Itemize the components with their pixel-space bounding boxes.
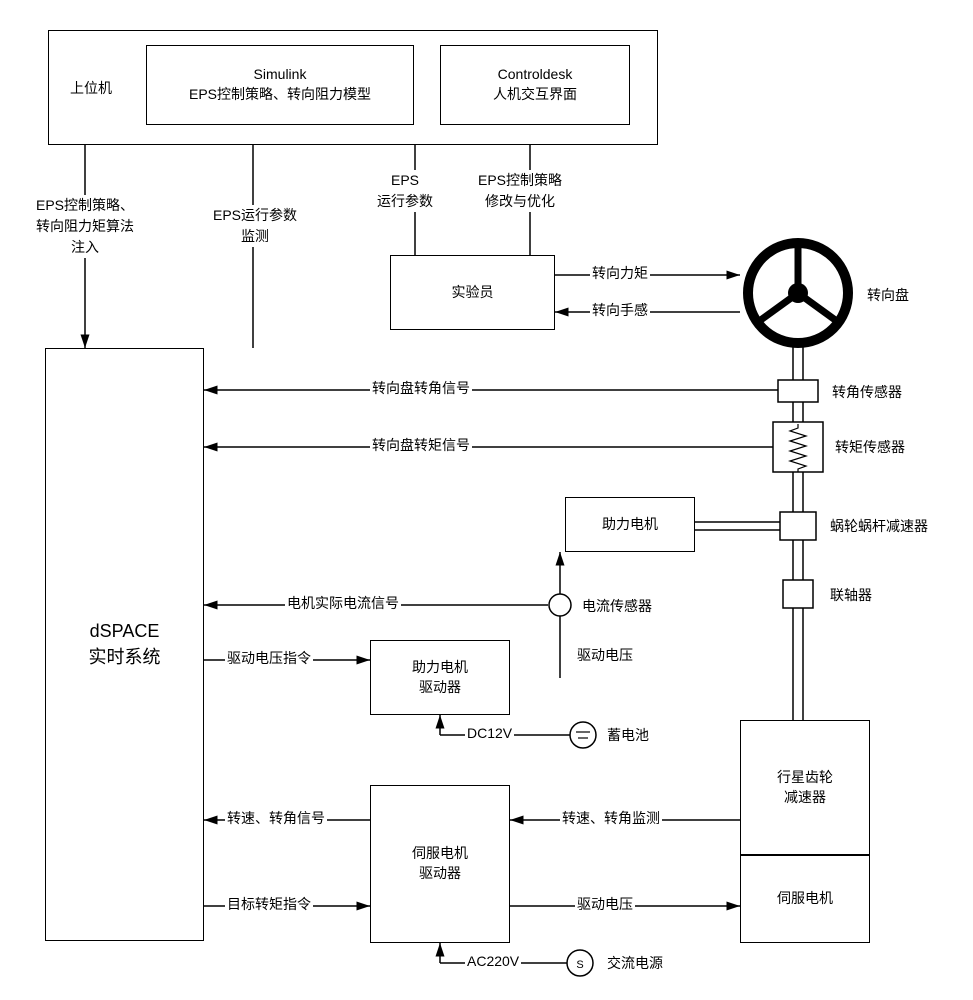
dspace-subtitle: 实时系统 (89, 645, 161, 670)
controldesk-box: Controldesk 人机交互界面 (440, 45, 630, 125)
simulink-title: Simulink (254, 65, 307, 85)
eps-params-label: EPS运行参数 (370, 170, 440, 212)
servo-driver-line2: 驱动器 (419, 864, 461, 884)
steering-torque-out-label: 转向力矩 (590, 263, 650, 283)
diagram-canvas: S 上位机 Simulink EPS控制策略、转向阻力模型 Controldes… (0, 0, 973, 1000)
experimenter-box: 实验员 (390, 255, 555, 330)
controldesk-subtitle: 人机交互界面 (493, 85, 577, 105)
controldesk-title: Controldesk (498, 65, 573, 85)
battery-label: 蓄电池 (605, 725, 651, 745)
angle-signal-label: 转向盘转角信号 (370, 378, 472, 398)
worm-gear-label: 蜗轮蜗杆减速器 (828, 516, 930, 536)
current-signal-label: 电机实际电流信号 (285, 593, 401, 613)
experimenter-label: 实验员 (452, 283, 494, 303)
planetary-line1: 行星齿轮 (777, 768, 833, 788)
target-torque-label: 目标转矩指令 (225, 894, 313, 914)
drive-voltage-label: 驱动电压 (575, 645, 635, 665)
monitor-label: EPS运行参数监测 (195, 205, 315, 247)
torque-sensor-label: 转矩传感器 (833, 437, 907, 457)
steering-feel-label: 转向手感 (590, 300, 650, 320)
drive-voltage2-label: 驱动电压 (575, 894, 635, 914)
servo-motor-box: 伺服电机 (740, 855, 870, 943)
assist-driver-line1: 助力电机 (412, 658, 468, 678)
angle-sensor-label: 转角传感器 (830, 382, 904, 402)
servo-motor-label: 伺服电机 (777, 889, 833, 909)
dspace-box: dSPACE 实时系统 (45, 348, 204, 941)
servo-driver-line1: 伺服电机 (412, 844, 468, 864)
ac-power-label: 交流电源 (605, 953, 665, 973)
planetary-box: 行星齿轮 减速器 (740, 720, 870, 855)
torque-signal-label: 转向盘转矩信号 (370, 435, 472, 455)
assist-motor-label: 助力电机 (602, 515, 658, 535)
assist-motor-box: 助力电机 (565, 497, 695, 552)
ac220v-label: AC220V (465, 953, 521, 969)
drive-voltage-cmd-label: 驱动电压指令 (225, 648, 313, 668)
assist-driver-line2: 驱动器 (419, 678, 461, 698)
planetary-line2: 减速器 (784, 788, 826, 808)
inject-label: EPS控制策略、转向阻力矩算法注入 (20, 195, 150, 258)
simulink-box: Simulink EPS控制策略、转向阻力模型 (146, 45, 414, 125)
rpm-angle-signal-label: 转速、转角信号 (225, 808, 327, 828)
host-label: 上位机 (68, 78, 114, 98)
current-sensor-label: 电流传感器 (580, 596, 654, 616)
simulink-subtitle: EPS控制策略、转向阻力模型 (189, 85, 371, 105)
assist-driver-box: 助力电机 驱动器 (370, 640, 510, 715)
svg-text:S: S (576, 959, 583, 971)
rpm-angle-monitor-label: 转速、转角监测 (560, 808, 662, 828)
dc12v-label: DC12V (465, 725, 514, 741)
coupling-label: 联轴器 (828, 585, 874, 605)
dspace-title: dSPACE (90, 619, 160, 644)
servo-driver-box: 伺服电机 驱动器 (370, 785, 510, 943)
eps-optimize-label: EPS控制策略修改与优化 (460, 170, 580, 212)
steering-wheel-label: 转向盘 (865, 285, 911, 305)
